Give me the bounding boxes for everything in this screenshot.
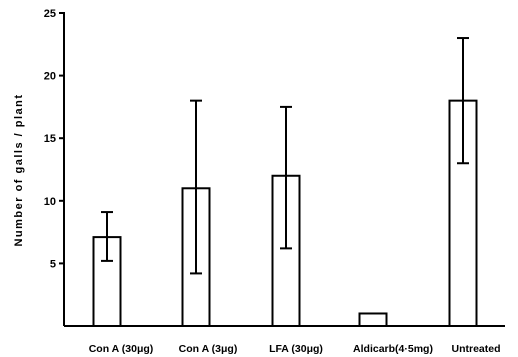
y-ticks: 5 10 15 20 25 (44, 8, 64, 270)
error-bars (101, 37, 469, 275)
x-tick-label: LFA (30μg) (269, 343, 323, 355)
x-tick-labels: Con A (30μg) Con A (3μg) LFA (30μg) Aldicar… (89, 343, 501, 355)
x-tick-label: Untreated (451, 343, 500, 355)
y-tick-label: 15 (44, 133, 56, 145)
y-axis-label: Number of galls / plant (13, 93, 25, 246)
y-tick-label: 10 (44, 196, 56, 208)
y-tick-label: 5 (50, 258, 56, 270)
x-tick-label: Con A (3μg) (179, 343, 238, 355)
bar (358, 312, 388, 328)
x-tick-label: Aldicarb(4·5mg) (353, 343, 433, 355)
y-tick-label: 20 (44, 71, 56, 83)
y-tick-label: 25 (44, 8, 56, 20)
x-tick-label: Con A (30μg) (89, 343, 154, 355)
